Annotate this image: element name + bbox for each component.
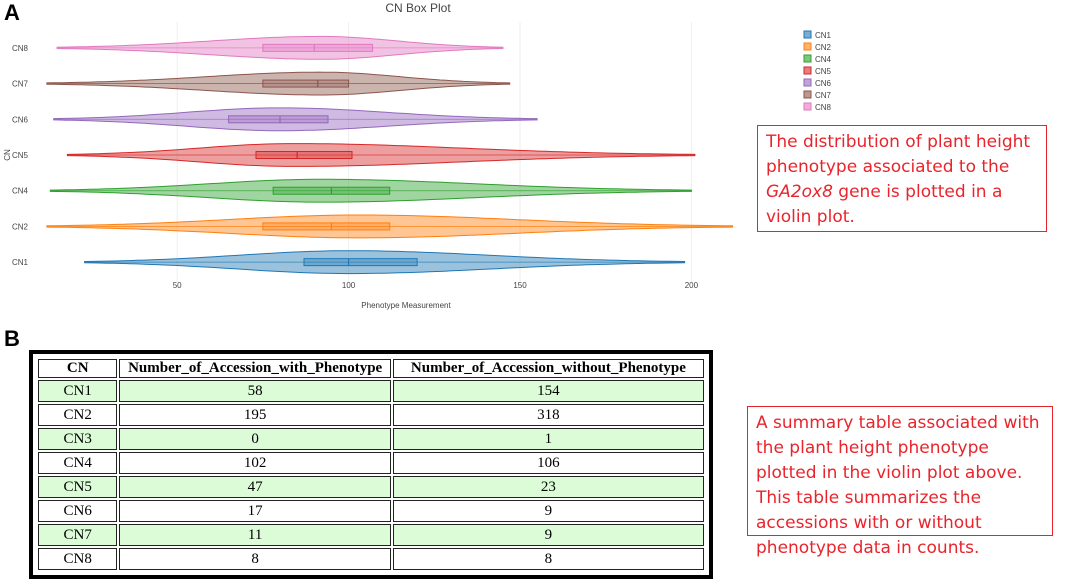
cell-cn: CN6 (38, 500, 118, 522)
cell-cn: CN4 (38, 452, 118, 474)
cell-cn: CN7 (38, 524, 118, 546)
header-without-phenotype: Number_of_Accession_without_Phenotype (392, 359, 704, 378)
cell-cn: CN3 (38, 428, 118, 450)
legend-label: CN1 (815, 31, 832, 40)
y-tick-label: CN4 (12, 187, 29, 196)
summary-table: CN Number_of_Accession_with_Phenotype Nu… (36, 357, 706, 572)
legend-label: CN5 (815, 67, 832, 76)
x-tick-label: 150 (513, 281, 527, 290)
table-row: CN2 195 318 (38, 404, 704, 426)
legend-swatch (803, 54, 812, 63)
box-cn7 (262, 79, 350, 88)
cell-cn: CN5 (38, 476, 118, 498)
cell-with-phenotype: 195 (119, 404, 391, 426)
header-with-phenotype: Number_of_Accession_with_Phenotype (119, 359, 391, 378)
violin-callout: The distribution of plant height phenoty… (757, 125, 1047, 232)
cell-without-phenotype: 1 (392, 428, 704, 450)
legend: CN1 CN2 CN4 CN5 CN6 CN7 CN8 (803, 30, 832, 112)
table-row: CN3 0 1 (38, 428, 704, 450)
header-cn: CN (38, 359, 118, 378)
y-tick-label: CN8 (12, 44, 29, 53)
box-cn6 (228, 115, 329, 124)
legend-label: CN4 (815, 55, 832, 64)
y-axis-label: CN (3, 149, 12, 161)
x-tick-label: 200 (685, 281, 699, 290)
table-row: CN1 58 154 (38, 380, 704, 402)
cell-without-phenotype: 9 (392, 524, 704, 546)
cell-cn: CN2 (38, 404, 118, 426)
callout-text-pre: The distribution of plant height phenoty… (766, 132, 1031, 177)
legend-swatch (803, 66, 812, 75)
cell-with-phenotype: 58 (119, 380, 391, 402)
panel-label-b: B (4, 326, 20, 351)
table-row: CN8 8 8 (38, 548, 704, 570)
box-cn2 (262, 222, 391, 231)
box-cn1 (303, 258, 418, 267)
table-row: CN5 47 23 (38, 476, 704, 498)
cell-with-phenotype: 47 (119, 476, 391, 498)
box-cn8 (262, 43, 374, 52)
table-callout: A summary table associated with the plan… (747, 406, 1053, 558)
table-body: CN1 58 154 CN2 195 318 CN3 0 1 CN4 102 106 CN5 47 23 CN… (38, 380, 704, 570)
y-tick-label: CN5 (12, 151, 29, 160)
cell-without-phenotype: 8 (392, 548, 704, 570)
y-tick-labels: CN1 CN2 CN4 CN5 CN6 CN7 CN8 (12, 44, 29, 267)
table-row: CN7 11 9 (38, 524, 704, 546)
y-tick-label: CN6 (12, 115, 29, 124)
box-cn5 (255, 151, 353, 159)
cell-cn: CN8 (38, 548, 118, 570)
legend-label: CN7 (815, 91, 832, 100)
x-tick-label: 100 (342, 281, 356, 290)
y-tick-label: CN2 (12, 222, 29, 231)
y-tick-label: CN7 (12, 80, 29, 89)
table-row: CN4 102 106 (38, 452, 704, 474)
table-row: CN6 17 9 (38, 500, 704, 522)
legend-swatch (803, 102, 812, 111)
cell-cn: CN1 (38, 380, 118, 402)
cell-without-phenotype: 154 (392, 380, 704, 402)
legend-swatch (803, 42, 812, 51)
legend-swatch (803, 90, 812, 99)
legend-label: CN8 (815, 103, 832, 112)
x-axis-label: Phenotype Measurement (361, 301, 451, 310)
panel-label-a: A (4, 0, 20, 25)
cell-with-phenotype: 8 (119, 548, 391, 570)
violin-chart: CN Box Plot CN1 CN2 CN4 CN5 CN6 CN7 CN8 50 100 1… (3, 1, 832, 310)
legend-label: CN6 (815, 79, 832, 88)
cell-with-phenotype: 17 (119, 500, 391, 522)
cell-with-phenotype: 11 (119, 524, 391, 546)
chart-title: CN Box Plot (385, 1, 451, 15)
y-tick-label: CN1 (12, 258, 29, 267)
cell-without-phenotype: 318 (392, 404, 704, 426)
legend-swatch (803, 30, 812, 39)
summary-table-frame: CN Number_of_Accession_with_Phenotype Nu… (29, 350, 713, 579)
legend-swatch (803, 78, 812, 87)
cell-with-phenotype: 0 (119, 428, 391, 450)
violins (46, 35, 734, 275)
cell-without-phenotype: 106 (392, 452, 704, 474)
x-tick-labels: 50 100 150 200 (173, 281, 699, 290)
cell-without-phenotype: 23 (392, 476, 704, 498)
cell-without-phenotype: 9 (392, 500, 704, 522)
gene-name: GA2ox8 (766, 182, 833, 202)
cell-with-phenotype: 102 (119, 452, 391, 474)
callout-text-post: gene is plotted in a violin plot. (766, 182, 1003, 227)
x-tick-label: 50 (173, 281, 182, 290)
legend-label: CN2 (815, 43, 832, 52)
table-header-row: CN Number_of_Accession_with_Phenotype Nu… (38, 359, 704, 378)
